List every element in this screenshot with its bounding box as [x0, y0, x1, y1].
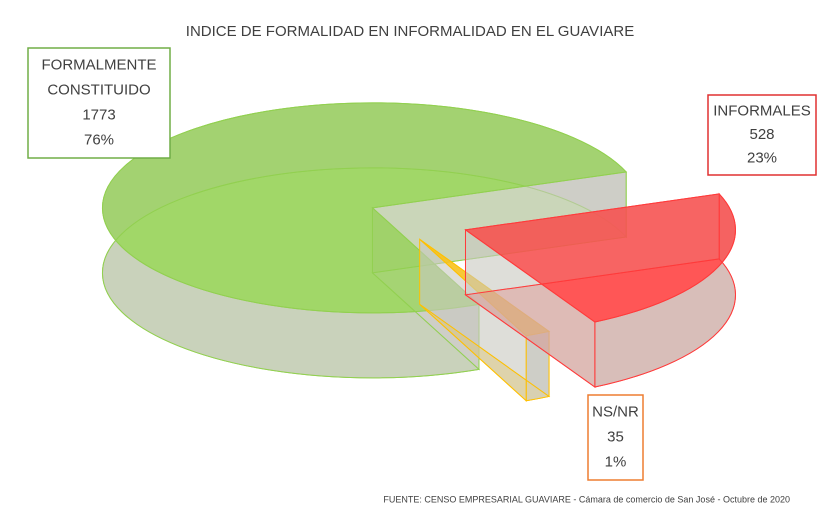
- value-label: 528: [749, 126, 774, 143]
- chart-title: INDICE DE FORMALIDAD EN INFORMALIDAD EN …: [186, 23, 634, 40]
- category-label: FORMALMENTE CONSTITUIDO: [41, 56, 156, 98]
- category-label: NS/NR: [592, 403, 639, 420]
- slice-top: [102, 102, 628, 314]
- source: FUENTE: CENSO EMPRESARIAL GUAVIARE - Cám…: [383, 494, 790, 504]
- value-label: 1773: [82, 106, 115, 123]
- percent-label: 1%: [605, 453, 627, 470]
- label-box: [587, 394, 644, 481]
- value-label: 35: [607, 428, 624, 445]
- label-box: [707, 94, 817, 176]
- pie: [102, 102, 736, 402]
- slice-top: [464, 193, 736, 323]
- category-label: INFORMALES: [713, 102, 811, 119]
- label-box: [27, 47, 171, 159]
- percent-label: 76%: [84, 131, 114, 148]
- percent-label: 23%: [747, 149, 777, 166]
- labels: FORMALMENTE CONSTITUIDO 1773 76% INFORMALES 5…: [27, 47, 817, 481]
